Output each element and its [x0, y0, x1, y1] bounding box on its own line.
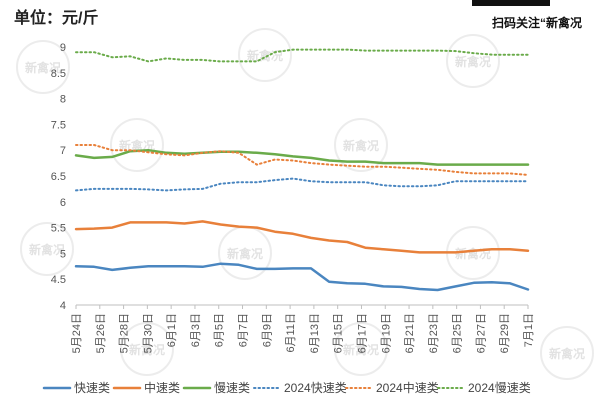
y-tick-label: 8.5 [51, 68, 66, 80]
x-tick-label: 6月11日 [285, 313, 297, 353]
qr-cta-text: 扫码关注“新禽况 [491, 16, 582, 30]
y-tick-label: 9 [60, 42, 66, 54]
x-tick-label: 5月28日 [119, 313, 131, 353]
x-tick-label: 7月1日 [523, 313, 535, 347]
watermark-logo: 新禽况 [334, 118, 388, 172]
x-tick-label: 5月24日 [71, 313, 83, 353]
series-line [75, 48, 529, 63]
legend-label: 2024快速类 [284, 381, 347, 395]
x-tick-label: 6月13日 [309, 313, 321, 353]
x-tick-label: 6月9日 [261, 313, 273, 347]
watermark-logo: 新禽况 [120, 322, 174, 376]
x-tick-label: 5月26日 [95, 313, 107, 353]
x-tick-label: 6月7日 [238, 313, 250, 347]
y-tick-label: 5 [60, 248, 66, 260]
x-tick-label: 6月3日 [190, 313, 202, 347]
watermark-logo: 新禽况 [20, 222, 74, 276]
x-tick-label: 6月29日 [499, 313, 511, 353]
x-tick-label: 6月17日 [356, 313, 368, 353]
y-tick-label: 6 [60, 197, 66, 209]
watermark-logo: 新禽况 [16, 40, 70, 94]
y-tick-label: 4.5 [51, 274, 66, 286]
y-tick-label: 5.5 [51, 223, 66, 235]
qr-code-icon[interactable] [472, 0, 550, 6]
legend-label: 慢速类 [214, 381, 250, 395]
unit-label: 单位：元/斤 [14, 10, 99, 27]
watermark-logo: 新禽况 [334, 322, 388, 376]
x-tick-label: 6月5日 [214, 313, 226, 347]
x-tick-label: 6月21日 [404, 313, 416, 353]
legend-label: 快速类 [74, 381, 110, 395]
x-tick-label: 6月27日 [475, 313, 487, 353]
y-tick-label: 7 [60, 145, 66, 157]
series-line [75, 144, 529, 176]
legend-label: 2024慢速类 [468, 381, 531, 395]
legend-label: 中速类 [144, 380, 180, 395]
x-tick-label: 5月30日 [142, 313, 154, 353]
watermark-logo: 新禽况 [446, 34, 500, 88]
x-tick-label: 6月25日 [452, 313, 464, 353]
x-tick-label: 6月19日 [380, 313, 392, 353]
y-tick-label: 8 [60, 94, 66, 106]
y-tick-label: 7.5 [51, 119, 66, 131]
legend-label: 2024中速类 [376, 380, 439, 395]
y-tick-label: 6.5 [51, 171, 66, 183]
series-line [74, 148, 530, 166]
watermark-logo: 新禽况 [540, 326, 594, 380]
x-tick-label: 6月15日 [333, 313, 345, 353]
y-tick-label: 4 [60, 300, 66, 312]
watermark-logo: 新禽况 [110, 118, 164, 172]
series-line [74, 220, 530, 254]
series-line [74, 262, 530, 292]
x-tick-label: 6月1日 [166, 313, 178, 347]
series-line [75, 177, 529, 192]
x-tick-label: 6月23日 [428, 313, 440, 353]
